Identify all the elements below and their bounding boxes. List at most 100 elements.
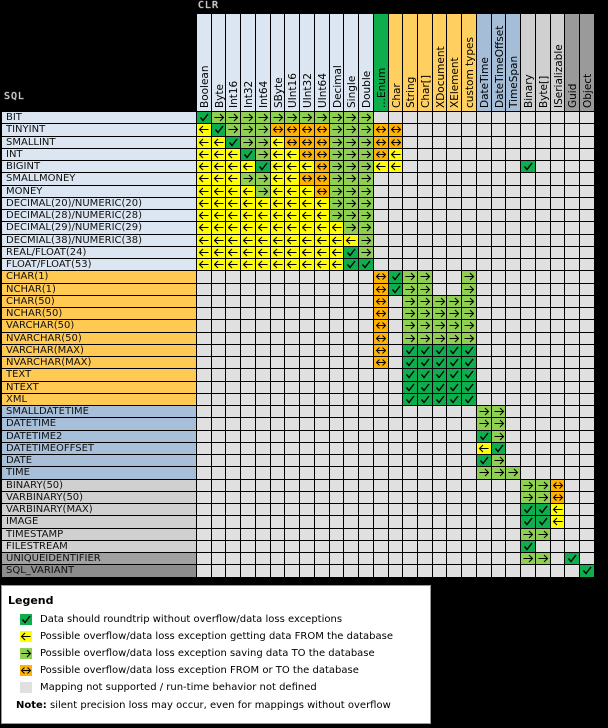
mapping-cell-none	[521, 455, 535, 467]
mapping-cell-none	[535, 442, 550, 454]
mapping-cell-none	[447, 442, 462, 454]
mapping-cell-none	[241, 504, 255, 516]
mapping-cell-none	[565, 320, 580, 332]
arrow-right-icon	[361, 187, 372, 195]
arrow-left-icon	[287, 150, 297, 159]
arrow-left-icon	[331, 248, 342, 257]
arrow-left-icon	[301, 211, 312, 220]
column-header-label: XElement	[449, 57, 462, 108]
mapping-cell-none	[491, 381, 506, 393]
mapping-cell-none	[388, 210, 403, 222]
arrow-right-icon	[523, 493, 534, 502]
mapping-cell-none	[388, 112, 403, 124]
arrow-left-icon	[287, 187, 297, 195]
arrow-left-icon	[198, 211, 209, 220]
arrow-right-icon	[508, 468, 519, 477]
mapping-cell-none	[476, 553, 491, 565]
mapping-cell-none	[462, 173, 476, 185]
mapping-cell-none	[550, 124, 565, 136]
row-label: BIT	[2, 112, 196, 124]
arrow-left-icon	[213, 162, 224, 171]
mapping-cell-none	[329, 491, 344, 503]
mapping-cell-none	[550, 185, 565, 197]
mapping-cell-none	[535, 455, 550, 467]
legend-item-from: Possible overflow/data loss exception ge…	[20, 631, 393, 642]
table-row	[197, 124, 595, 136]
mapping-cell-from	[197, 259, 211, 271]
mapping-cell-none	[491, 234, 506, 246]
mapping-cell-none	[521, 185, 535, 197]
mapping-cell-from	[270, 185, 285, 197]
row-label: TIMESTAMP	[2, 528, 196, 540]
mapping-cell-to	[403, 320, 418, 332]
clr-axis-title: CLR	[198, 0, 220, 11]
mapping-cell-ok	[359, 259, 373, 271]
mapping-cell-none	[359, 381, 373, 393]
mapping-cell-to	[344, 197, 359, 209]
mapping-cell-from	[344, 234, 359, 246]
mapping-cell-none	[403, 540, 418, 552]
table-row	[197, 136, 595, 148]
row-label: NTEXT	[2, 381, 196, 393]
mapping-cell-none	[506, 344, 521, 356]
mapping-cell-none	[506, 197, 521, 209]
mapping-cell-none	[241, 406, 255, 418]
arrow-right-icon	[21, 649, 32, 658]
mapping-cell-none	[329, 467, 344, 479]
mapping-cell-none	[580, 246, 594, 258]
arrow-right-icon	[243, 138, 254, 146]
mapping-cell-to	[535, 528, 550, 540]
mapping-cell-none	[550, 222, 565, 234]
mapping-cell-none	[521, 344, 535, 356]
mapping-cell-none	[565, 259, 580, 271]
mapping-cell-none	[270, 553, 285, 565]
mapping-cell-none	[506, 112, 521, 124]
mapping-cell-none	[535, 161, 550, 173]
mapping-cell-none	[521, 210, 535, 222]
column-header: DateTimeOffset	[491, 14, 506, 111]
mapping-cell-none	[432, 418, 447, 430]
mapping-cell-ok	[226, 136, 241, 148]
mapping-cell-none	[535, 565, 550, 577]
arrow-right-icon	[361, 138, 372, 146]
arrow-left-icon	[242, 223, 253, 232]
mapping-cell-none	[521, 173, 535, 185]
mapping-cell-none	[565, 136, 580, 148]
mapping-cell-none	[285, 491, 300, 503]
mapping-cell-none	[388, 381, 403, 393]
mapping-cell-none	[285, 504, 300, 516]
legend-swatch-ok	[20, 614, 32, 625]
arrow-left-icon	[316, 223, 327, 232]
arrow-both-icon	[390, 138, 401, 146]
mapping-cell-none	[550, 344, 565, 356]
legend-note: Note: silent precision loss may occur, e…	[16, 700, 391, 711]
mapping-cell-both	[373, 357, 388, 369]
mapping-cell-none	[403, 418, 418, 430]
mapping-cell-none	[432, 173, 447, 185]
check-icon	[199, 113, 209, 122]
mapping-cell-none	[197, 467, 211, 479]
mapping-cell-none	[270, 271, 285, 283]
mapping-cell-none	[314, 553, 329, 565]
mapping-cell-none	[521, 124, 535, 136]
arrow-both-icon	[20, 667, 32, 674]
mapping-cell-ok	[462, 357, 476, 369]
mapping-cell-none	[255, 283, 270, 295]
mapping-cell-from	[241, 210, 255, 222]
mapping-cell-none	[241, 295, 255, 307]
mapping-cell-to	[403, 332, 418, 344]
mapping-cell-none	[329, 455, 344, 467]
column-header-label: Guid	[567, 83, 580, 108]
mapping-cell-none	[565, 516, 580, 528]
mapping-cell-none	[580, 234, 594, 246]
mapping-cell-none	[580, 528, 594, 540]
mapping-cell-none	[418, 161, 432, 173]
mapping-cell-none	[447, 246, 462, 258]
mapping-cell-none	[270, 308, 285, 320]
mapping-cell-none	[314, 332, 329, 344]
mapping-cell-none	[535, 173, 550, 185]
arrow-right-icon	[420, 272, 431, 281]
mapping-cell-from	[255, 197, 270, 209]
mapping-cell-none	[418, 540, 432, 552]
mapping-cell-none	[580, 381, 594, 393]
